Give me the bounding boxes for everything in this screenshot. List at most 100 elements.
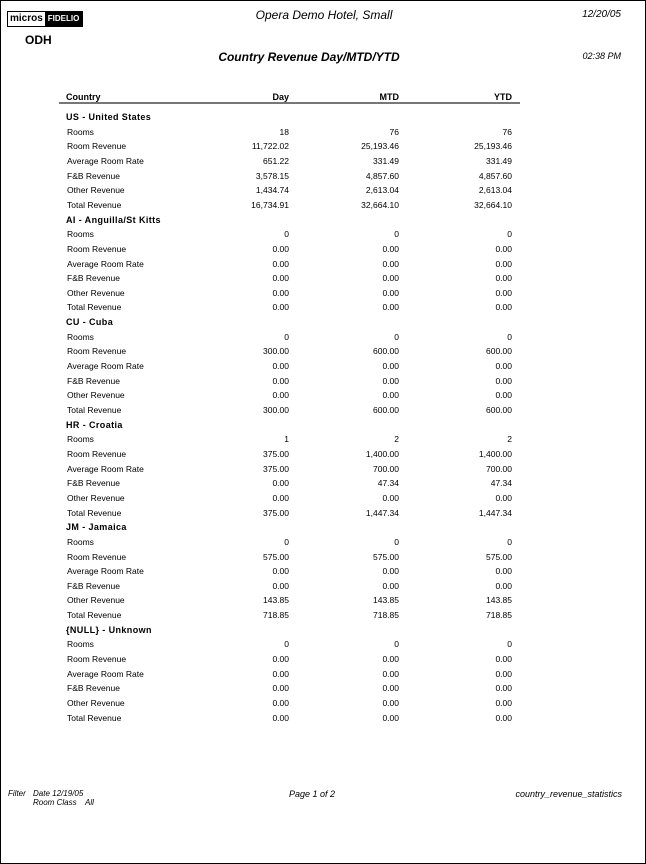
- ytd-value: 0.00: [495, 712, 512, 723]
- row-label: F&B Revenue: [67, 683, 120, 694]
- mtd-value: 0: [394, 229, 399, 240]
- day-value: 0: [284, 229, 289, 240]
- country-group-heading: HR - Croatia: [66, 419, 123, 430]
- mtd-value: 0.00: [382, 287, 399, 298]
- mtd-value: 0.00: [382, 375, 399, 386]
- ytd-value: 0.00: [495, 375, 512, 386]
- ytd-value: 0.00: [495, 258, 512, 269]
- day-value: 0.00: [272, 698, 289, 708]
- ytd-value: 32,664.10: [474, 199, 512, 210]
- day-value: 143.85: [263, 595, 289, 606]
- header-divider: [59, 102, 520, 104]
- mtd-value: 575.00: [373, 551, 399, 562]
- ytd-value: 0.00: [495, 361, 512, 372]
- day-value: 575.00: [263, 551, 289, 562]
- country-group-heading: AI - Anguilla/St Kitts: [66, 214, 161, 225]
- row-label: Other Revenue: [67, 390, 125, 401]
- row-label: Total Revenue: [67, 507, 122, 518]
- logo-fidelio: FIDELIO: [44, 12, 83, 26]
- filter-room-class-value: All: [85, 798, 94, 807]
- mtd-value: 600.00: [373, 405, 399, 415]
- row-label: Average Room Rate: [67, 155, 144, 166]
- ytd-value: 600.00: [486, 405, 512, 415]
- day-value: 0.00: [272, 566, 289, 577]
- row-label: Average Room Rate: [67, 566, 144, 577]
- ytd-value: 0: [507, 536, 512, 547]
- day-value: 0.00: [272, 390, 289, 401]
- ytd-value: 0.00: [495, 580, 512, 591]
- ytd-value: 0.00: [495, 273, 512, 284]
- row-label: Rooms: [67, 536, 94, 547]
- day-value: 0.00: [272, 580, 289, 591]
- day-value: 11,722.02: [251, 141, 289, 152]
- day-value: 0: [284, 331, 289, 342]
- mtd-value: 0.00: [382, 683, 399, 694]
- ytd-value: 0.00: [495, 654, 512, 665]
- day-value: 3,578.15: [255, 170, 289, 181]
- row-label: Total Revenue: [67, 405, 122, 415]
- row-label: Room Revenue: [67, 448, 127, 459]
- day-value: 0: [284, 536, 289, 547]
- day-value: 0.00: [272, 243, 289, 254]
- row-label: Total Revenue: [67, 302, 122, 313]
- row-label: Total Revenue: [67, 199, 122, 210]
- mtd-value: 600.00: [373, 346, 399, 357]
- ytd-value: 76: [502, 126, 512, 137]
- ytd-value: 575.00: [486, 551, 512, 562]
- mtd-value: 76: [389, 126, 399, 137]
- mtd-value: 143.85: [373, 595, 399, 606]
- ytd-value: 600.00: [486, 346, 512, 357]
- row-label: Room Revenue: [67, 243, 127, 254]
- row-label: Average Room Rate: [67, 361, 144, 372]
- ytd-value: 2,613.04: [478, 185, 512, 196]
- mtd-value: 0.00: [382, 566, 399, 577]
- day-value: 0.00: [272, 712, 289, 723]
- row-label: F&B Revenue: [67, 170, 120, 181]
- mtd-value: 0.00: [382, 361, 399, 372]
- row-label: Rooms: [67, 434, 94, 445]
- ytd-value: 0.00: [495, 287, 512, 298]
- day-value: 1,434.74: [255, 185, 289, 196]
- row-label: Rooms: [67, 126, 94, 137]
- row-label: Room Revenue: [67, 141, 127, 152]
- day-value: 0.00: [272, 302, 289, 313]
- page-number: Page 1 of 2: [288, 789, 336, 799]
- ytd-value: 0.00: [495, 668, 512, 679]
- row-label: Average Room Rate: [67, 668, 144, 679]
- day-value: 300.00: [263, 346, 289, 357]
- mtd-value: 0: [394, 536, 399, 547]
- logo-micros: micros: [8, 12, 45, 26]
- mtd-value: 1,400.00: [365, 448, 399, 459]
- mtd-value: 2,613.04: [365, 185, 399, 196]
- country-group-heading: US - United States: [66, 112, 152, 122]
- column-header-mtd: MTD: [379, 92, 400, 102]
- mtd-value: 0: [394, 639, 399, 650]
- ytd-value: 0.00: [495, 390, 512, 401]
- day-value: 0: [284, 639, 289, 650]
- row-label: Room Revenue: [67, 654, 127, 665]
- day-value: 0.00: [272, 654, 289, 665]
- micros-fidelio-logo: micros FIDELIO: [7, 11, 84, 27]
- filter-room-class-label: Room Class: [33, 798, 77, 807]
- day-value: 18: [279, 126, 289, 137]
- row-label: Rooms: [67, 639, 94, 650]
- row-label: Other Revenue: [67, 492, 125, 503]
- ytd-value: 0.00: [495, 492, 512, 503]
- mtd-value: 0.00: [382, 390, 399, 401]
- ytd-value: 0: [507, 639, 512, 650]
- column-header-country: Country: [66, 92, 101, 102]
- ytd-value: 0.00: [495, 243, 512, 254]
- filter-label: Filter: [8, 789, 26, 798]
- mtd-value: 32,664.10: [361, 199, 399, 210]
- row-label: Average Room Rate: [67, 463, 144, 474]
- column-header-day: Day: [272, 92, 289, 102]
- row-label: Rooms: [67, 331, 94, 342]
- ytd-value: 47.34: [490, 478, 512, 489]
- mtd-value: 700.00: [373, 463, 399, 474]
- ytd-value: 0.00: [495, 302, 512, 313]
- day-value: 300.00: [263, 405, 289, 415]
- day-value: 16,734.91: [251, 199, 289, 210]
- ytd-value: 718.85: [486, 610, 512, 621]
- mtd-value: 0.00: [382, 654, 399, 665]
- mtd-value: 0.00: [382, 302, 399, 313]
